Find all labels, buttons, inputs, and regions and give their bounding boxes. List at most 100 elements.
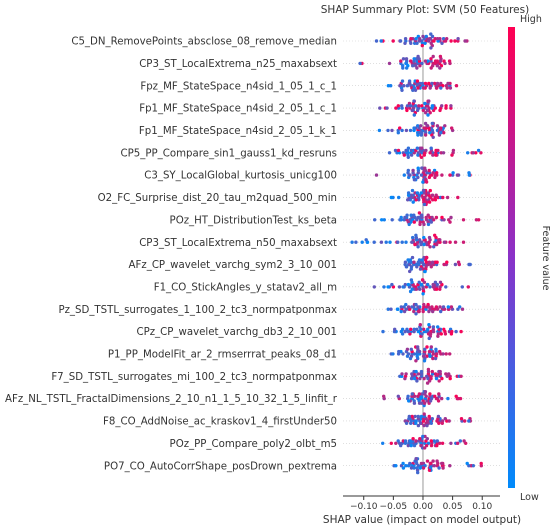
shap-point [372,240,376,244]
shap-point [429,345,433,349]
shap-point [435,63,439,68]
shap-point [417,349,422,354]
shap-point [418,376,422,381]
shap-point [431,325,436,329]
shap-point [440,421,444,425]
shap-point [404,148,408,153]
shap-point [416,470,420,475]
shap-point [416,86,420,90]
shap-point [426,441,431,445]
shap-point [442,262,446,267]
shap-point [403,41,407,45]
shap-point [423,347,427,351]
shap-point [445,86,449,90]
shap-point [417,198,421,202]
feature-labels: C5_DN_RemovePoints_absclose_08_remove_me… [5,37,338,473]
shap-point [429,461,433,466]
shap-point [425,399,429,403]
shap-point [407,414,411,419]
shap-point [430,417,434,421]
shap-point [460,285,464,289]
shap-point [400,240,404,244]
shap-point [422,126,426,130]
shap-point [386,285,390,289]
shap-point [426,113,430,117]
shap-point [438,54,443,59]
shap-point [421,34,425,39]
shap-point [421,309,425,314]
feature-label: POz_HT_DistributionTest_ks_beta [170,215,337,226]
shap-point [446,305,450,309]
shap-point [427,309,431,314]
shap-point [391,352,395,356]
shap-point [403,439,408,443]
shap-point [408,173,412,177]
shap-point [453,262,458,267]
shap-point [418,63,422,68]
shap-point [424,255,429,260]
shap-point [476,148,481,153]
shap-point [425,374,429,378]
shap-point [425,459,430,463]
shap-point [401,66,405,70]
shap-point [441,84,445,88]
shap-point [436,148,440,153]
shap-point [425,423,429,428]
shap-point [430,215,434,220]
shap-point [434,347,438,351]
shap-point [393,148,398,153]
shap-point [424,148,428,153]
shap-point [379,39,383,43]
shap-point [413,242,417,247]
shap-point [440,41,444,45]
feature-label: CPz_CP_wavelet_varchg_db3_2_10_001 [136,327,337,338]
shap-point [423,166,427,170]
shap-point [429,439,433,443]
shap-point [440,104,444,108]
shap-point [428,285,432,289]
shap-point [448,376,452,381]
shap-point [418,466,422,470]
shap-point [456,307,460,311]
shap-point [416,175,420,180]
shap-point [402,309,407,314]
shap-point [419,124,423,128]
shap-point [382,285,386,289]
shap-point [413,104,418,108]
shap-point [449,332,454,336]
shap-point [442,131,446,135]
shap-point [466,285,470,289]
shap-point [449,305,454,309]
shap-point [425,345,429,349]
shap-point [390,218,394,222]
shap-point [437,421,441,425]
shap-point [424,443,429,448]
feature-label: C5_DN_RemovePoints_absclose_08_remove_me… [71,37,337,48]
shap-point [400,372,404,376]
shap-point [424,180,429,184]
shap-point [416,372,420,376]
shap-point [442,59,446,63]
shap-point [410,240,414,244]
feature-label: P1_PP_ModelFit_ar_2_rmserrrat_peaks_08_d… [108,350,337,361]
shap-point [406,394,410,398]
shap-point [414,198,418,202]
shap-point [450,153,454,157]
shap-point [414,421,418,425]
shap-point [417,309,421,314]
shap-point [444,352,448,356]
shap-point [449,441,453,445]
shap-point [424,34,428,39]
shap-point [419,443,423,448]
shap-point [423,59,428,63]
shap-point [429,421,433,425]
shap-point [419,191,423,195]
shap-point [435,260,439,264]
shap-point [459,374,463,378]
shap-point [410,392,414,396]
shap-point [405,108,409,113]
shap-point [429,265,433,269]
feature-label: O2_FC_Surprise_dist_20_tau_m2quad_500_mi… [98,193,337,204]
shap-point [364,238,368,242]
shap-point [440,461,444,466]
